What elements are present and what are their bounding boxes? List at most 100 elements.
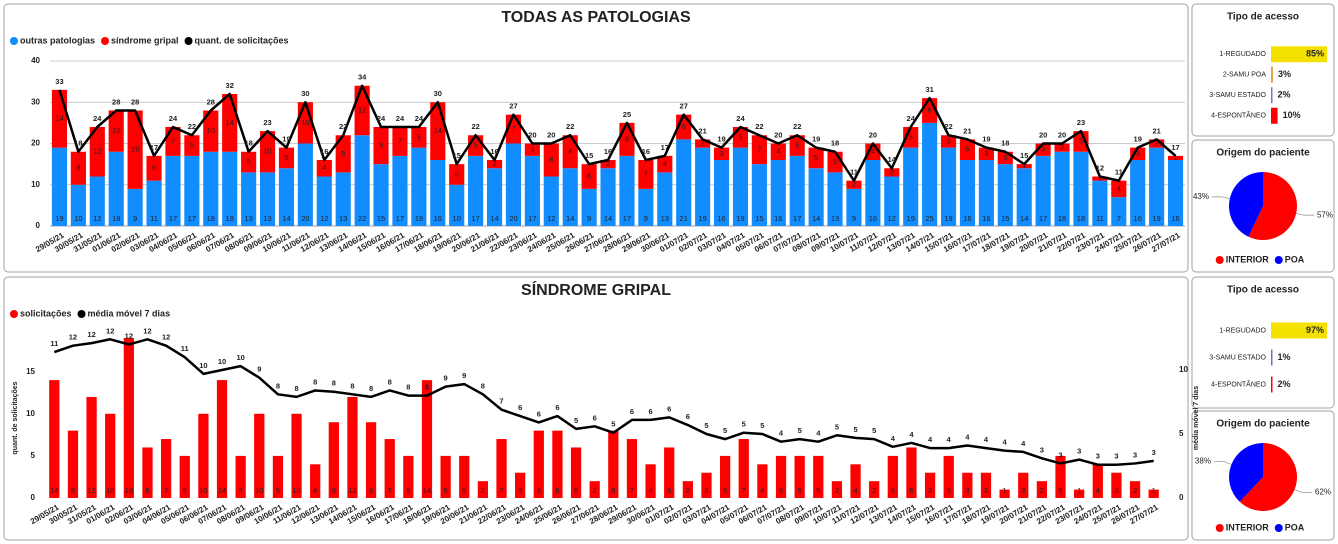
line-value-label: 25 xyxy=(623,110,631,119)
bar-value-label: 21 xyxy=(680,214,688,223)
line-value-label: 4 xyxy=(1021,439,1026,448)
bar xyxy=(999,489,1010,498)
line-value-label: 20 xyxy=(547,130,555,139)
bar-value-label: 19 xyxy=(415,214,423,223)
bar xyxy=(719,455,731,498)
bar xyxy=(515,472,526,498)
bar xyxy=(562,135,578,169)
bar xyxy=(884,168,900,177)
bar xyxy=(1271,87,1273,104)
bar xyxy=(1073,151,1089,226)
line-value-label: 24 xyxy=(93,114,102,123)
bar xyxy=(235,455,246,498)
line-value-label: 18 xyxy=(831,139,839,148)
line-value-label: 5 xyxy=(798,426,802,435)
bar-value-label: 5 xyxy=(738,132,742,141)
bar xyxy=(657,155,673,173)
bar-value-label: 8 xyxy=(555,486,559,495)
bar xyxy=(1111,472,1122,498)
bar xyxy=(365,422,377,498)
bar-value-label: 5 xyxy=(406,486,410,495)
legend-marker xyxy=(1274,256,1283,264)
bar xyxy=(108,110,124,152)
panel-title: Tipo de acesso xyxy=(1227,12,1299,23)
bar-value-label: 12 xyxy=(87,486,95,495)
bar-value-label: 7 xyxy=(742,486,746,495)
bar-value-label: 2% xyxy=(1278,90,1291,100)
bar-value-label: 3 xyxy=(984,149,988,158)
category-label: 3-SAMU ESTADO xyxy=(1209,92,1266,99)
bar xyxy=(328,422,339,498)
bar-value-label: 4 xyxy=(1096,486,1100,495)
line-value-label: 11 xyxy=(181,344,189,353)
bar-value-label: 13 xyxy=(263,214,271,223)
bar-value-label: 7 xyxy=(499,486,503,495)
legend-label: POA xyxy=(1285,254,1305,264)
line-value-label: 8 xyxy=(332,379,336,388)
category-label: 4-ESPONTÂNEO xyxy=(1211,111,1266,120)
bar-value-label: 16 xyxy=(434,214,442,223)
line-value-label: 18 xyxy=(74,139,82,148)
bar-value-label: 14 xyxy=(434,126,442,135)
line-value-label: 6 xyxy=(593,413,597,422)
bar-value-label: 12 xyxy=(358,105,366,114)
bar xyxy=(146,155,162,181)
bar-value-label: 10 xyxy=(453,214,461,223)
bar-value-label: 5 xyxy=(444,486,448,495)
bar-value-label: 7 xyxy=(644,169,648,178)
bar xyxy=(533,430,544,498)
bar xyxy=(468,155,484,226)
bar-value-label: 8 xyxy=(537,486,541,495)
bar-value-label: 19 xyxy=(736,214,744,223)
leader-line xyxy=(1212,196,1230,199)
legend-marker xyxy=(77,310,86,318)
y2-tick-label: 5 xyxy=(1179,429,1184,438)
bar-value-label: 19 xyxy=(55,214,63,223)
bar xyxy=(1016,168,1032,226)
bar xyxy=(347,396,358,498)
pie-slice xyxy=(1228,443,1263,502)
bar-value-label: 7 xyxy=(630,486,634,495)
bar xyxy=(291,413,302,498)
bar xyxy=(827,172,843,226)
bar xyxy=(813,455,824,498)
bar-value-label: 9 xyxy=(587,214,591,223)
panel-title: Tipo de acesso xyxy=(1227,285,1299,296)
bar-value-label: 2 xyxy=(1040,486,1044,495)
bar xyxy=(449,184,465,226)
line-value-label: 11 xyxy=(1115,168,1123,177)
line-value-label: 19 xyxy=(982,135,990,144)
category-label: 3-SAMU ESTADO xyxy=(1209,354,1266,361)
bar xyxy=(738,439,749,498)
bar-value-label: 4 xyxy=(663,159,667,168)
bar-value-label: 5 xyxy=(909,132,913,141)
line-value-label: 16 xyxy=(642,147,650,156)
bar-value-label: 8 xyxy=(568,147,572,156)
bar xyxy=(108,151,124,226)
bar-value-label: 22 xyxy=(358,214,366,223)
line-value-label: 17 xyxy=(661,143,669,152)
line-value-label: 8 xyxy=(350,381,354,390)
bar-value-label: 6 xyxy=(152,163,156,172)
legend-marker xyxy=(1274,524,1283,532)
bar xyxy=(316,160,332,177)
bar-value-label: 97% xyxy=(1306,325,1324,335)
line-value-label: 22 xyxy=(944,122,952,131)
bar-value-label: 1 xyxy=(1173,153,1177,162)
bar xyxy=(254,413,265,498)
bar-value-label: 5 xyxy=(795,141,799,150)
line-value-label: 5 xyxy=(574,416,578,425)
bar-value-label: 17 xyxy=(471,214,479,223)
line-value-label: 6 xyxy=(518,403,522,412)
bar xyxy=(676,139,692,226)
line-value-label: 5 xyxy=(742,420,746,429)
bar-value-label: 2 xyxy=(1133,486,1137,495)
bar-value-label: 4 xyxy=(322,163,326,172)
line-value-label: 22 xyxy=(188,122,196,131)
line-value-label: 3 xyxy=(1096,452,1100,461)
line-value-label: 6 xyxy=(630,407,634,416)
bar xyxy=(1054,151,1070,226)
line-value-label: 22 xyxy=(471,122,479,131)
bar xyxy=(645,464,656,498)
bar-value-label: 8 xyxy=(71,486,75,495)
